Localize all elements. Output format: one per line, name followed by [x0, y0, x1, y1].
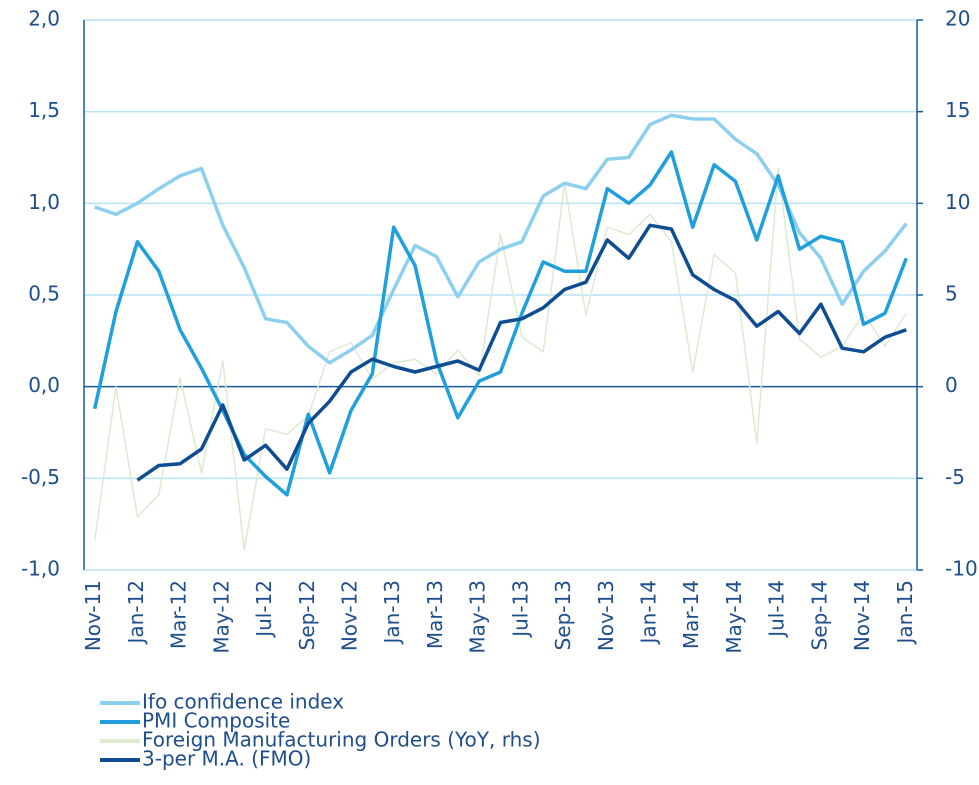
y-tick-label: 1,5 [28, 98, 60, 122]
x-tick-label: Nov-14 [850, 580, 874, 651]
series-line [93, 167, 907, 551]
y2-tick-label: 10 [945, 190, 970, 214]
x-tick-label: Jul-12 [252, 580, 276, 639]
legend-label: Ifo confidence index [142, 690, 344, 714]
y2-tick-label: 5 [945, 282, 958, 306]
y-tick-label: 0,0 [28, 373, 60, 397]
x-tick-label: Sep-14 [807, 580, 831, 650]
x-tick-label: May-12 [209, 580, 233, 654]
x-tick-label: Nov-13 [594, 580, 618, 651]
y-tick-label: -0,5 [21, 465, 60, 489]
x-tick-label: Jul-13 [508, 580, 532, 639]
legend-label: PMI Composite [142, 709, 290, 733]
x-tick-label: Mar-12 [167, 580, 191, 649]
x-tick-label: Mar-13 [423, 580, 447, 649]
x-tick-label: Jan-15 [893, 580, 917, 646]
x-tick-label: Jan-13 [380, 580, 404, 646]
x-tick-label: May-13 [466, 580, 490, 654]
y2-tick-label: -5 [945, 465, 965, 489]
x-tick-label: Sep-12 [295, 580, 319, 650]
y2-tick-label: 0 [945, 373, 958, 397]
x-tick-label: Sep-13 [551, 580, 575, 650]
y2-tick-label: 15 [945, 98, 970, 122]
y-tick-label: -1,0 [21, 557, 60, 581]
y2-tick-label: -10 [945, 557, 978, 581]
legend-label: 3-per M.A. (FMO) [142, 747, 311, 771]
x-tick-label: Nov-12 [337, 580, 361, 651]
series-line [94, 113, 908, 365]
y-tick-label: 1,0 [28, 190, 60, 214]
x-tick-label: Jan-14 [637, 580, 661, 646]
x-tick-label: Mar-14 [679, 580, 703, 649]
legend-label: Foreign Manufacturing Orders (YoY, rhs) [142, 728, 541, 752]
x-tick-label: May-14 [722, 580, 746, 654]
x-tick-label: Jul-14 [765, 580, 789, 639]
y2-tick-label: 20 [945, 7, 970, 31]
y-tick-label: 2,0 [28, 7, 60, 31]
x-tick-label: Jan-12 [124, 580, 148, 646]
x-tick-label: Nov-11 [81, 580, 105, 651]
y-tick-label: 0,5 [28, 282, 60, 306]
series-line [136, 223, 907, 482]
